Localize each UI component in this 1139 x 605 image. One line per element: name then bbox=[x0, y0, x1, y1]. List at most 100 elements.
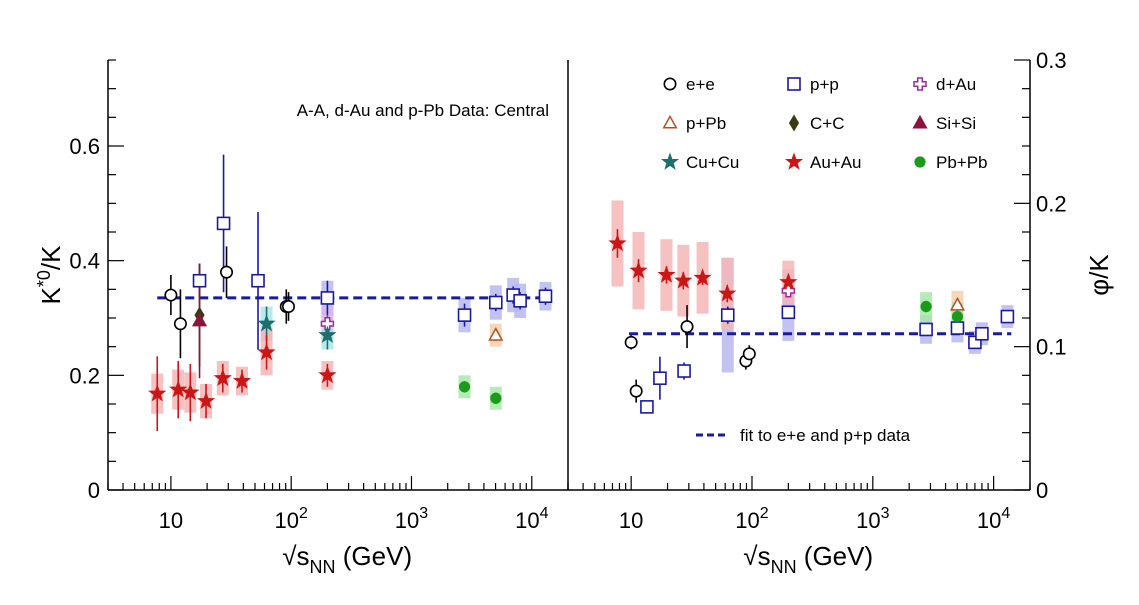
right-aupau-point-3 bbox=[674, 271, 693, 289]
legend-marker-pbppb bbox=[914, 156, 926, 168]
right-epe-point-0 bbox=[624, 335, 638, 349]
left-y-tick-label: 0.4 bbox=[69, 249, 100, 274]
left-aupau-point-2 bbox=[181, 382, 200, 401]
left-x-tick-label: 102 bbox=[275, 505, 308, 533]
right-ppp-point-2 bbox=[677, 364, 691, 378]
left-x-tick-label: 103 bbox=[395, 505, 428, 533]
right-pbppb-point-0 bbox=[920, 300, 932, 313]
right-ppp-point-3 bbox=[720, 308, 735, 322]
right-ppp-point-6 bbox=[950, 321, 965, 335]
left-panel-annotation: A-A, d-Au and p-Pb Data: Central bbox=[297, 101, 549, 120]
legend-item-pppb: p+Pb bbox=[662, 114, 726, 133]
legend-fit-label: fit to e+e and p+p data bbox=[740, 426, 911, 445]
right-y-tick-label: 0.2 bbox=[1036, 191, 1067, 216]
legend-item-pbppb: Pb+Pb bbox=[914, 153, 988, 172]
right-aupau-point-2 bbox=[657, 265, 676, 283]
right-ppp-point-5 bbox=[919, 322, 933, 337]
left-aupau-point-3 bbox=[196, 391, 216, 409]
legend-marker-ppp bbox=[787, 77, 801, 91]
left-ppp-point-7 bbox=[513, 293, 527, 308]
right-x-axis-title: √sNN (GeV) bbox=[743, 541, 873, 577]
right-y-tick-label: 0.3 bbox=[1036, 48, 1067, 73]
legend-item-sipsi: Si+Si bbox=[912, 114, 976, 133]
left-epe-point-2 bbox=[220, 265, 234, 279]
legend-label-pbppb: Pb+Pb bbox=[936, 153, 988, 172]
right-epe-point-2 bbox=[680, 320, 694, 334]
legend-label-cpc: C+C bbox=[810, 114, 844, 133]
right-aupau-point-6 bbox=[779, 272, 798, 290]
right-epe-point-1 bbox=[629, 384, 643, 398]
right-ppp-point-0 bbox=[640, 400, 654, 414]
legend-item-cpc: C+C bbox=[788, 114, 844, 133]
left-aupau-point-1 bbox=[169, 380, 188, 398]
legend-marker-cpc bbox=[788, 114, 800, 132]
right-y-axis-title: φ/K bbox=[1084, 254, 1114, 296]
left-y-axis-title: K*0/K bbox=[34, 245, 66, 305]
right-aupau-point-1 bbox=[629, 261, 648, 279]
left-pbppb-point-1 bbox=[490, 392, 502, 404]
legend-item-epe: e+e bbox=[663, 75, 715, 94]
right-y-tick-label: 0 bbox=[1036, 478, 1048, 503]
legend-item-cupcu: Cu+Cu bbox=[660, 152, 739, 172]
right-ppp-point-9 bbox=[1000, 309, 1015, 324]
left-aupau-point-4 bbox=[213, 368, 232, 386]
left-pppb-point-0 bbox=[488, 327, 504, 341]
right-aupau-point-5 bbox=[718, 284, 737, 302]
right-pbppb-point-1 bbox=[951, 310, 964, 323]
left-ppp-point-1 bbox=[216, 216, 231, 231]
left-ppp-point-3 bbox=[320, 291, 335, 305]
left-ppp-point-5 bbox=[488, 295, 503, 310]
legend-label-epe: e+e bbox=[686, 75, 715, 94]
right-pppb-point-0 bbox=[949, 296, 966, 311]
left-epe-point-4 bbox=[282, 300, 296, 314]
left-epe-point-1 bbox=[173, 317, 187, 331]
left-y-tick-label: 0 bbox=[88, 478, 100, 503]
legend-label-aupau: Au+Au bbox=[810, 153, 862, 172]
fit-lines-layer bbox=[157, 296, 1012, 336]
right-x-tick-label: 103 bbox=[856, 505, 889, 533]
right-dpau-point-0 bbox=[781, 284, 796, 298]
legend-label-ppp: p+p bbox=[810, 75, 839, 94]
right-epe-point-4 bbox=[742, 347, 756, 361]
legend-marker-dpau bbox=[913, 77, 927, 91]
left-cupcu-point-0 bbox=[257, 314, 276, 332]
legend: e+e p+p d+Au p+Pb C+C Si+Si Cu+Cu Au+Au Pb+Pb bbox=[660, 75, 988, 437]
axes-layer: 10 102 103 104 √sNN (GeV) 10 102 103 104 √sNN (Ge… bbox=[34, 48, 1114, 577]
right-x-tick-label: 102 bbox=[735, 505, 768, 533]
right-aupau-point-4 bbox=[693, 268, 712, 286]
right-x-tick-label: 104 bbox=[977, 505, 1010, 533]
legend-marker-cupcu bbox=[660, 152, 680, 170]
error-bars-layer bbox=[156, 154, 1009, 431]
markers-layer bbox=[148, 216, 1015, 414]
left-epe-point-0 bbox=[164, 288, 178, 302]
left-x-tick-label: 104 bbox=[515, 505, 548, 533]
right-ppp-point-8 bbox=[975, 326, 989, 341]
left-x-tick-label: 10 bbox=[159, 508, 183, 533]
legend-label-sipsi: Si+Si bbox=[936, 114, 976, 133]
left-aupau-point-7 bbox=[318, 365, 337, 384]
legend-marker-epe bbox=[663, 77, 677, 91]
left-pbppb-point-0 bbox=[458, 381, 471, 393]
legend-marker-sipsi bbox=[912, 114, 928, 129]
legend-label-cupcu: Cu+Cu bbox=[686, 153, 739, 172]
right-x-tick-label: 10 bbox=[619, 508, 643, 533]
left-ppp-point-8 bbox=[538, 289, 553, 304]
left-dpau-point-0 bbox=[320, 316, 335, 331]
right-y-tick-label: 0.1 bbox=[1036, 335, 1067, 360]
text-layer: A-A, d-Au and p-Pb Data: Central fit to … bbox=[297, 101, 911, 445]
left-aupau-point-0 bbox=[148, 384, 167, 402]
right-aupau-point-0 bbox=[608, 233, 627, 252]
legend-marker-pppb bbox=[662, 114, 678, 129]
legend-item-ppp: p+p bbox=[787, 75, 839, 94]
left-aupau-point-5 bbox=[232, 371, 252, 389]
right-ppp-point-1 bbox=[653, 371, 667, 386]
legend-label-pppb: p+Pb bbox=[686, 114, 726, 133]
left-aupau-point-6 bbox=[257, 342, 276, 361]
left-x-axis-title: √sNN (GeV) bbox=[282, 541, 412, 577]
left-ppp-point-2 bbox=[251, 273, 265, 288]
left-y-tick-label: 0.6 bbox=[69, 134, 100, 159]
left-sipsi-point-0 bbox=[191, 312, 208, 327]
left-cupcu-point-1 bbox=[318, 325, 337, 343]
legend-item-dpau: d+Au bbox=[913, 75, 976, 94]
